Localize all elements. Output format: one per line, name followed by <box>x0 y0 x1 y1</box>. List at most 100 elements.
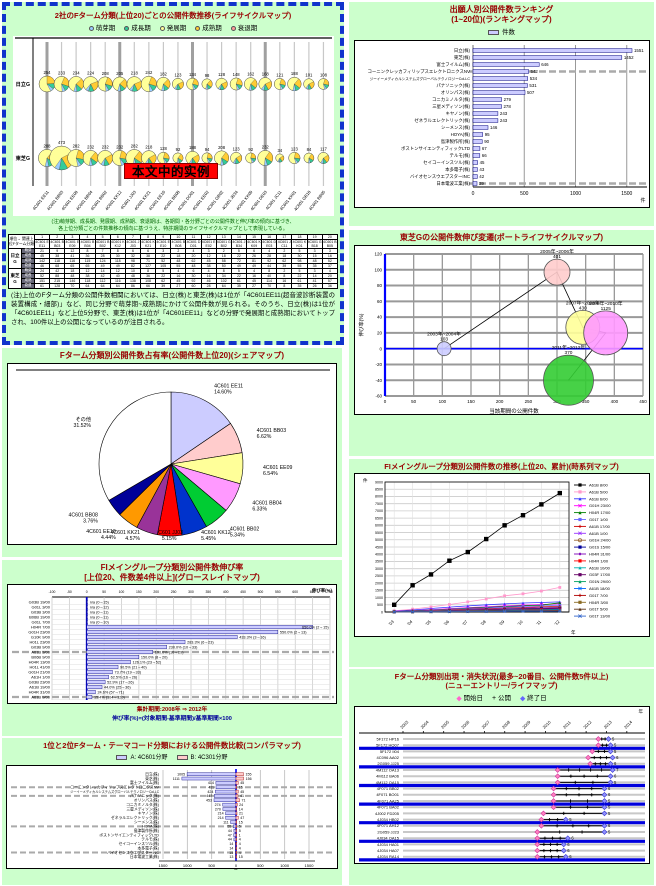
svg-text:2009: 2009 <box>521 719 532 730</box>
svg-text:-40: -40 <box>375 377 382 382</box>
svg-text:100: 100 <box>438 399 446 404</box>
svg-text:1125: 1125 <box>600 305 611 311</box>
svg-text:45: 45 <box>479 160 484 165</box>
svg-text:45: 45 <box>240 790 244 794</box>
lifemap-legend: ◆ 開始日 + 公開 ◆ 終了日 <box>349 690 654 704</box>
plus-icon: + <box>492 694 497 702</box>
lifemap-chart: 2003 2004 2005 2006 2007 2008 2009 2010 2011 2012… <box>353 706 650 865</box>
svg-text:2007: 2007 <box>480 719 491 730</box>
stage-dot-icon <box>159 25 165 31</box>
svg-text:47: 47 <box>228 833 232 837</box>
svg-text:234: 234 <box>72 70 80 75</box>
svg-text:日本電波工業(株): 日本電波工業(株) <box>130 854 160 859</box>
svg-text:1000: 1000 <box>569 191 580 197</box>
svg-text:5: 5 <box>612 737 615 742</box>
svg-text:HOYA(株): HOYA(株) <box>450 131 470 138</box>
svg-text:700: 700 <box>327 590 333 594</box>
svg-text:日立G: 日立G <box>15 80 29 88</box>
svg-text:6500: 6500 <box>375 516 383 520</box>
svg-text:411: 411 <box>208 786 214 790</box>
svg-text:542: 542 <box>530 69 538 74</box>
svg-text:A61B 17/00: A61B 17/00 <box>589 524 611 529</box>
svg-text:2004: 2004 <box>419 719 430 730</box>
svg-text:52.9% (17→26): 52.9% (17→26) <box>107 681 134 685</box>
svg-text:111: 111 <box>223 820 228 824</box>
svg-text:433.3% (3→16): 433.3% (3→16) <box>239 636 266 640</box>
svg-text:B06B 9/00: B06B 9/00 <box>31 655 50 660</box>
svg-text:G01H 21/00: G01H 21/00 <box>28 670 50 675</box>
panel-lifemap: Fターム分類別出現・消失状況(最多~20番目、公開件数5件以上) (ニューエント… <box>349 669 654 885</box>
svg-text:42: 42 <box>479 174 484 179</box>
stage-dot-icon <box>124 25 130 31</box>
svg-text:G03B 3/00: G03B 3/00 <box>31 610 51 615</box>
svg-text:134: 134 <box>189 72 197 77</box>
svg-text:2009年~2010年: 2009年~2010年 <box>588 299 622 306</box>
svg-text:件: 件 <box>363 477 368 484</box>
portfolio-chart-svg: -60 -40 -20 0 20 40 60 80 100 120 0 50 100 150 200 250 3… <box>358 248 647 415</box>
svg-text:ジーイーメディカルシステムズグローバルテクノロジーCoLLC: ジーイーメディカルシステムズグローバルテクノロジーCoLLC <box>369 76 470 81</box>
svg-text:6000: 6000 <box>375 524 383 528</box>
svg-text:n/a (0→11): n/a (0→11) <box>90 611 109 615</box>
svg-text:H01L 23/00: H01L 23/00 <box>29 640 50 645</box>
svg-text:155: 155 <box>246 772 252 776</box>
svg-text:0: 0 <box>86 590 88 594</box>
svg-text:'05: '05 <box>424 619 432 627</box>
svg-text:4F071 BA02: 4F071 BA02 <box>376 805 399 810</box>
svg-text:71: 71 <box>241 799 245 803</box>
timeseries-chart-svg: 0 500 1000 1500 2000 2500 3000 3500 4000 4500 5000… <box>363 477 611 636</box>
ranking-subtitle: (1~20位)(ランキングマップ) <box>451 14 552 24</box>
svg-text:6: 6 <box>614 761 617 766</box>
svg-text:162: 162 <box>247 72 255 77</box>
svg-text:G01T 1/00: G01T 1/00 <box>589 517 609 522</box>
svg-text:41: 41 <box>240 794 244 798</box>
svg-text:キヤノン(株): キヤノン(株) <box>138 811 160 816</box>
svg-text:14: 14 <box>239 807 243 811</box>
svg-text:66: 66 <box>481 153 486 158</box>
svg-text:n/a (0→10): n/a (0→10) <box>90 621 110 625</box>
svg-text:6: 6 <box>607 792 610 797</box>
svg-text:パナソニック(株): パナソニック(株) <box>436 82 470 89</box>
svg-text:447: 447 <box>206 794 212 798</box>
svg-text:150: 150 <box>136 590 142 594</box>
svg-text:550: 550 <box>275 590 281 594</box>
svg-text:4F071 BB02: 4F071 BB02 <box>376 786 399 791</box>
svg-text:90: 90 <box>484 139 489 144</box>
lifecycle-note: (注)萌芽期、成長期、発展期、成熟期、衰退期は、各期間・各分野ごとの公開件数と伸… <box>51 219 295 232</box>
svg-text:20: 20 <box>376 330 382 335</box>
svg-text:5: 5 <box>607 811 610 816</box>
growth-subtitle: [上位20、件数差4件以上](グロースレイトマップ) <box>84 572 260 582</box>
svg-text:100: 100 <box>119 590 125 594</box>
svg-text:44: 44 <box>228 838 232 842</box>
svg-text:117: 117 <box>320 146 327 151</box>
svg-text:44.0% (25→36): 44.0% (25→36) <box>104 686 131 690</box>
svg-text:H01L 41/00: H01L 41/00 <box>29 665 50 670</box>
svg-text:182: 182 <box>159 71 167 76</box>
svg-text:230.0% (10→33): 230.0% (10→33) <box>169 646 198 650</box>
lifemap-subtitle: (ニューエントリー/ライフマップ) <box>445 681 558 690</box>
svg-text:日立(株): 日立(株) <box>453 47 470 54</box>
svg-text:4J034 OA15: 4J034 OA15 <box>376 836 399 841</box>
svg-text:55: 55 <box>227 825 231 829</box>
svg-text:1500: 1500 <box>305 863 315 868</box>
svg-text:6: 6 <box>567 842 570 847</box>
svg-text:4F071 BO01: 4F071 BO01 <box>376 792 399 797</box>
svg-text:G03B 19/00: G03B 19/00 <box>29 600 51 605</box>
svg-text:2007年~2008年: 2007年~2008年 <box>565 299 599 306</box>
svg-text:3500: 3500 <box>375 560 383 564</box>
svg-text:7: 7 <box>616 768 619 773</box>
svg-text:40: 40 <box>376 314 382 319</box>
svg-text:HOYA(株): HOYA(株) <box>142 824 160 829</box>
svg-text:2012: 2012 <box>582 719 593 730</box>
svg-text:H04R 31/00: H04R 31/00 <box>589 552 611 557</box>
svg-text:H04R 13/00: H04R 13/00 <box>29 660 51 665</box>
svg-text:キヤノン(株): キヤノン(株) <box>445 110 470 117</box>
svg-text:年: 年 <box>638 708 643 715</box>
svg-text:600: 600 <box>292 590 298 594</box>
svg-text:250: 250 <box>171 590 177 594</box>
svg-text:283.3% (6→23): 283.3% (6→23) <box>187 641 214 645</box>
svg-text:156: 156 <box>246 777 252 781</box>
svg-text:24: 24 <box>239 803 243 807</box>
svg-text:232: 232 <box>87 144 95 149</box>
